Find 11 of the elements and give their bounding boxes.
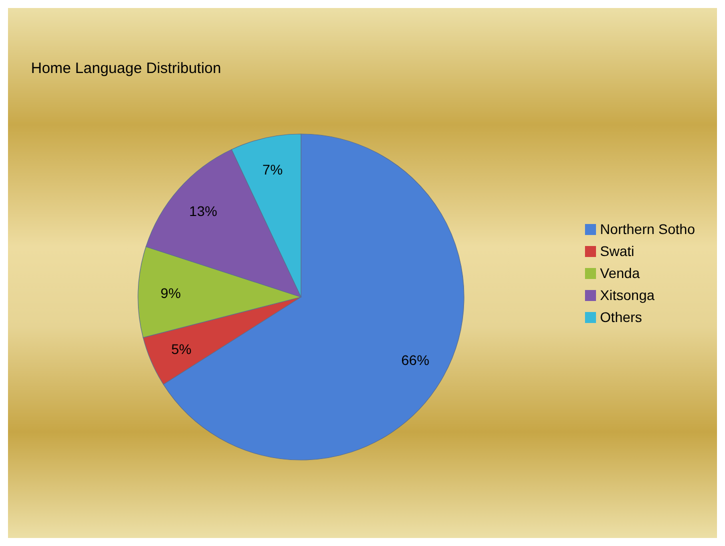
legend-label: Others — [600, 308, 642, 327]
data-label: 66% — [401, 352, 430, 368]
data-label: 9% — [160, 284, 181, 301]
data-label: 5% — [171, 340, 192, 357]
slice-label: Northern Sotho — [600, 220, 695, 239]
chart-title: Home Language Distribution — [31, 60, 222, 77]
legend-label: Swati — [600, 242, 634, 261]
data-label: 7% — [262, 162, 283, 178]
data-label: 13% — [189, 202, 218, 219]
legend-label: Xitsonga — [600, 286, 655, 305]
legend-label: Venda — [600, 264, 640, 283]
